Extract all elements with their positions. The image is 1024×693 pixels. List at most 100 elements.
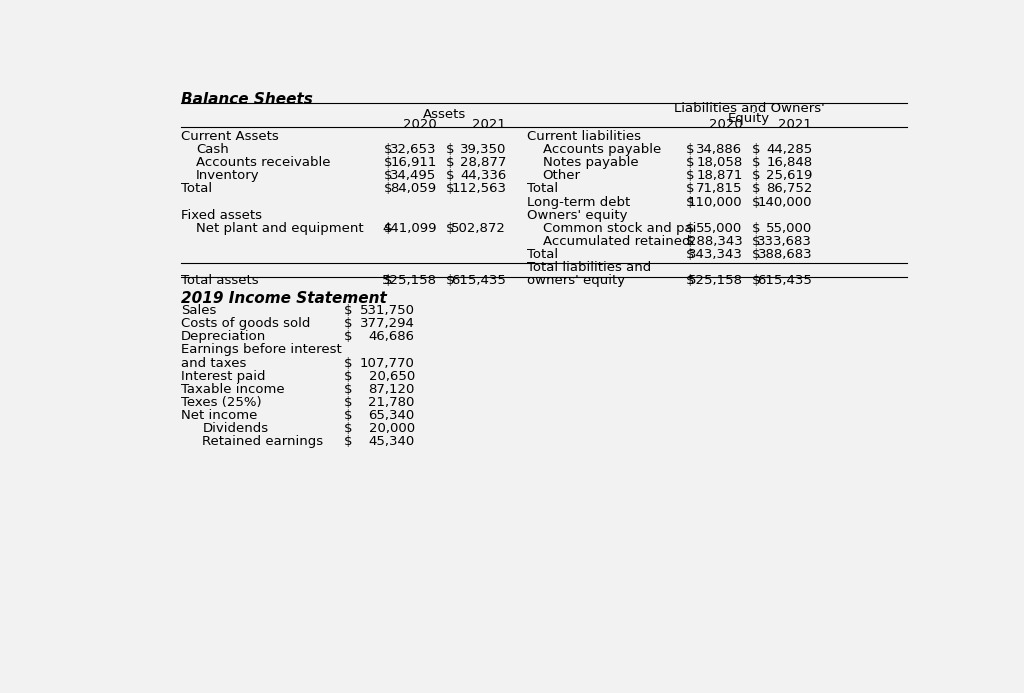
Text: $: $ bbox=[445, 274, 455, 287]
Text: $: $ bbox=[384, 274, 392, 287]
Text: Liabilities and Owners': Liabilities and Owners' bbox=[674, 102, 824, 114]
Text: 84,059: 84,059 bbox=[390, 182, 436, 195]
Text: $: $ bbox=[445, 182, 455, 195]
Text: 55,000: 55,000 bbox=[696, 222, 742, 235]
Text: 18,871: 18,871 bbox=[696, 169, 742, 182]
Text: Total: Total bbox=[527, 182, 558, 195]
Text: 2020: 2020 bbox=[709, 118, 742, 131]
Text: Total: Total bbox=[527, 248, 558, 261]
Text: Taxable income: Taxable income bbox=[180, 383, 285, 396]
Text: 110,000: 110,000 bbox=[688, 195, 742, 209]
Text: $: $ bbox=[686, 182, 694, 195]
Text: $: $ bbox=[686, 248, 694, 261]
Text: $: $ bbox=[445, 169, 455, 182]
Text: 343,343: 343,343 bbox=[688, 248, 742, 261]
Text: 20,000: 20,000 bbox=[369, 422, 415, 435]
Text: Balance Sheets: Balance Sheets bbox=[180, 92, 312, 107]
Text: 16,911: 16,911 bbox=[390, 157, 436, 169]
Text: 333,683: 333,683 bbox=[758, 235, 812, 248]
Text: $: $ bbox=[686, 143, 694, 156]
Text: Accounts receivable: Accounts receivable bbox=[197, 157, 331, 169]
Text: $: $ bbox=[343, 304, 352, 317]
Text: $: $ bbox=[752, 195, 761, 209]
Text: $: $ bbox=[343, 422, 352, 435]
Text: $: $ bbox=[752, 182, 761, 195]
Text: 288,343: 288,343 bbox=[688, 235, 742, 248]
Text: $: $ bbox=[752, 235, 761, 248]
Text: 2021: 2021 bbox=[778, 118, 812, 131]
Text: 71,815: 71,815 bbox=[696, 182, 742, 195]
Text: $: $ bbox=[343, 383, 352, 396]
Text: 2020: 2020 bbox=[402, 118, 436, 131]
Text: $: $ bbox=[752, 274, 761, 287]
Text: Total liabilities and: Total liabilities and bbox=[527, 261, 651, 274]
Text: 107,770: 107,770 bbox=[359, 356, 415, 369]
Text: Equity: Equity bbox=[728, 112, 770, 125]
Text: 39,350: 39,350 bbox=[460, 143, 506, 156]
Text: 34,886: 34,886 bbox=[696, 143, 742, 156]
Text: $: $ bbox=[752, 157, 761, 169]
Text: Earnings before interest: Earnings before interest bbox=[180, 344, 341, 356]
Text: 45,340: 45,340 bbox=[369, 435, 415, 448]
Text: 525,158: 525,158 bbox=[382, 274, 436, 287]
Text: Cash: Cash bbox=[197, 143, 229, 156]
Text: $: $ bbox=[343, 409, 352, 422]
Text: 2019 Income Statement: 2019 Income Statement bbox=[180, 291, 386, 306]
Text: $: $ bbox=[686, 169, 694, 182]
Text: 20,650: 20,650 bbox=[369, 369, 415, 383]
Text: $: $ bbox=[343, 331, 352, 343]
Text: $: $ bbox=[686, 195, 694, 209]
Text: $: $ bbox=[445, 222, 455, 235]
Text: 32,653: 32,653 bbox=[390, 143, 436, 156]
Text: 25,619: 25,619 bbox=[766, 169, 812, 182]
Text: 44,285: 44,285 bbox=[766, 143, 812, 156]
Text: Accounts payable: Accounts payable bbox=[543, 143, 660, 156]
Text: 16,848: 16,848 bbox=[766, 157, 812, 169]
Text: Net income: Net income bbox=[180, 409, 257, 422]
Text: $: $ bbox=[384, 157, 392, 169]
Text: Owners' equity: Owners' equity bbox=[527, 209, 628, 222]
Text: $: $ bbox=[343, 317, 352, 331]
Text: 2021: 2021 bbox=[472, 118, 506, 131]
Text: Current liabilities: Current liabilities bbox=[527, 130, 641, 143]
Text: Dividends: Dividends bbox=[203, 422, 268, 435]
Text: Retained earnings: Retained earnings bbox=[203, 435, 324, 448]
Text: Current Assets: Current Assets bbox=[180, 130, 279, 143]
Text: 55,000: 55,000 bbox=[766, 222, 812, 235]
Text: 615,435: 615,435 bbox=[758, 274, 812, 287]
Text: 441,099: 441,099 bbox=[382, 222, 436, 235]
Text: $: $ bbox=[445, 157, 455, 169]
Text: $: $ bbox=[686, 235, 694, 248]
Text: $: $ bbox=[686, 222, 694, 235]
Text: Fixed assets: Fixed assets bbox=[180, 209, 262, 222]
Text: $: $ bbox=[752, 169, 761, 182]
Text: $: $ bbox=[343, 369, 352, 383]
Text: $: $ bbox=[752, 222, 761, 235]
Text: and taxes: and taxes bbox=[180, 356, 246, 369]
Text: $: $ bbox=[445, 143, 455, 156]
Text: 112,563: 112,563 bbox=[452, 182, 506, 195]
Text: Interest paid: Interest paid bbox=[180, 369, 265, 383]
Text: 525,158: 525,158 bbox=[687, 274, 742, 287]
Text: Texes (25%): Texes (25%) bbox=[180, 396, 261, 409]
Text: 87,120: 87,120 bbox=[369, 383, 415, 396]
Text: 86,752: 86,752 bbox=[766, 182, 812, 195]
Text: Accumulated retained: Accumulated retained bbox=[543, 235, 690, 248]
Text: owners' equity: owners' equity bbox=[527, 274, 626, 287]
Text: 44,336: 44,336 bbox=[460, 169, 506, 182]
Text: $: $ bbox=[343, 435, 352, 448]
Text: 28,877: 28,877 bbox=[460, 157, 506, 169]
Text: 531,750: 531,750 bbox=[359, 304, 415, 317]
Text: Net plant and equipment: Net plant and equipment bbox=[197, 222, 364, 235]
Text: $: $ bbox=[752, 248, 761, 261]
Text: Common stock and pai: Common stock and pai bbox=[543, 222, 696, 235]
Text: $: $ bbox=[384, 169, 392, 182]
Text: 34,495: 34,495 bbox=[390, 169, 436, 182]
Text: $: $ bbox=[384, 222, 392, 235]
Text: $: $ bbox=[686, 274, 694, 287]
Text: $: $ bbox=[343, 356, 352, 369]
Text: $: $ bbox=[343, 396, 352, 409]
Text: 615,435: 615,435 bbox=[452, 274, 506, 287]
Text: $: $ bbox=[752, 143, 761, 156]
Text: 21,780: 21,780 bbox=[369, 396, 415, 409]
